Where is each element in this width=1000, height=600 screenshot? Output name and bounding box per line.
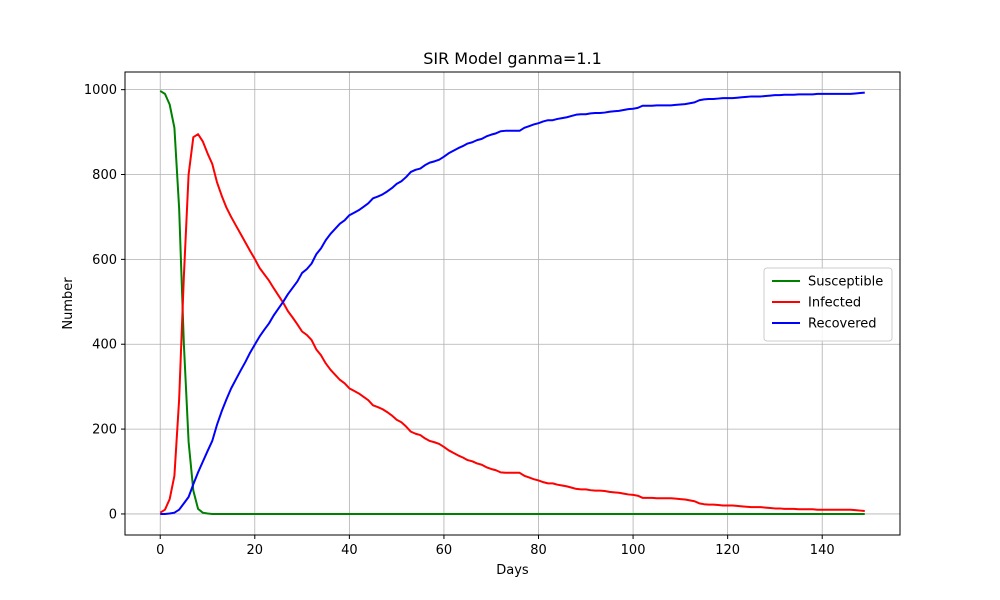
series-lines [159,90,865,515]
x-tick-label: 0 [156,543,164,558]
y-axis-label: Number [61,277,76,330]
y-tick-label: 200 [92,423,117,438]
axis-ticks: 0 20 40 60 80 100 120 140 0 200 400 600 800 1000 [84,83,835,558]
series-line-susceptible [159,90,865,515]
x-tick-label: 120 [715,543,740,558]
y-tick-label: 400 [92,338,117,353]
series-line-recovered [160,91,865,515]
y-tick-label: 600 [92,253,117,268]
legend: Susceptible Infected Recovered [763,267,893,342]
x-tick-label: 100 [621,543,646,558]
y-tick-label: 1000 [84,83,117,98]
legend-label: Susceptible [808,275,883,290]
y-tick-label: 0 [109,507,117,522]
y-tick-label: 800 [92,168,117,183]
x-tick-label: 140 [810,543,835,558]
x-tick-label: 40 [341,543,358,558]
legend-label: Infected [808,296,861,311]
series-line-infected [159,133,865,514]
x-tick-label: 80 [530,543,547,558]
plot-area-frame [124,71,901,536]
x-tick-label: 20 [247,543,264,558]
x-tick-label: 60 [436,543,453,558]
chart-title: SIR Model ganma=1.1 [423,49,602,68]
x-axis-label: Days [496,563,529,578]
legend-label: Recovered [808,317,877,332]
